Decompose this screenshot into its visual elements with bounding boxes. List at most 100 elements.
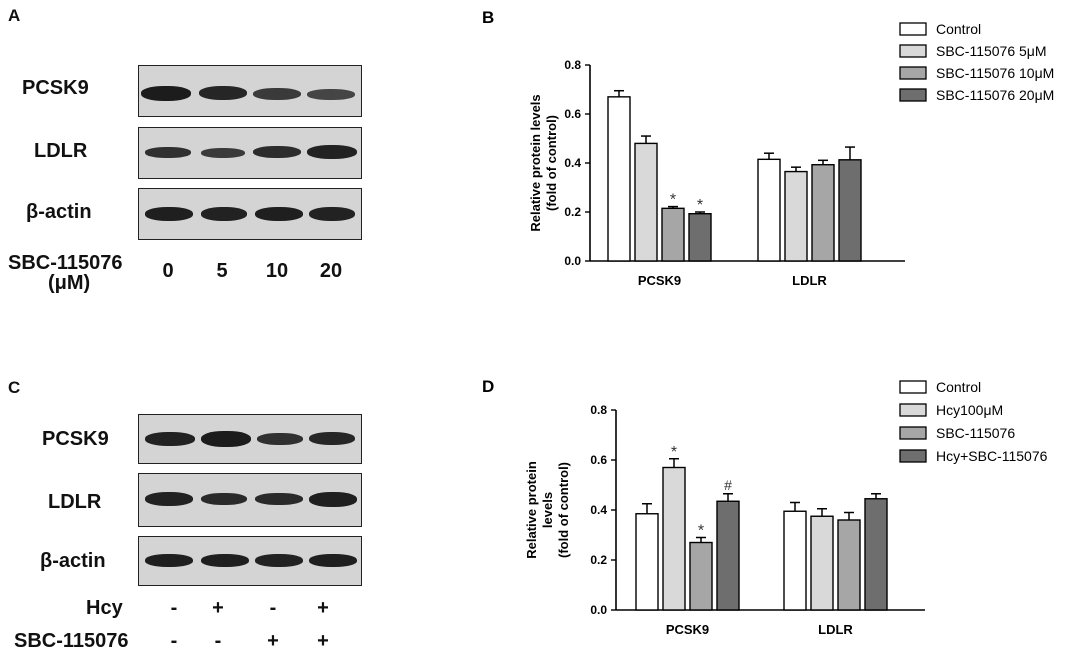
bar-chart-b: B 0.0 0.2 0.4 0.6 0.8 Relative protein levels(… [482, 8, 1054, 288]
y-axis-label: Relative protein levels [528, 94, 543, 231]
bar [634, 142, 658, 262]
dose-label: 10 [265, 260, 289, 282]
legend-swatch [899, 403, 927, 417]
blot-c-ldlr-strip [138, 473, 362, 527]
blot-c-actin-strip [138, 536, 362, 586]
bar [784, 170, 808, 262]
blot-band [145, 432, 195, 446]
blot-band [201, 148, 245, 158]
blot-band [255, 493, 303, 505]
legend-swatch [899, 22, 927, 36]
bar [661, 207, 685, 262]
legend-swatch [899, 380, 927, 394]
legend-label: Hcy100μM [936, 402, 1003, 418]
legend-swatch [899, 66, 927, 80]
y-tick-label: 0.2 [564, 205, 581, 219]
blot-band [309, 554, 357, 567]
treatment-value: + [212, 597, 224, 619]
treatment-value: + [267, 630, 279, 652]
y-tick-label: 0.6 [564, 107, 581, 121]
legend-swatch [899, 426, 927, 440]
legend-label: SBC-115076 20μM [936, 87, 1054, 103]
blot-a-pcsk9-strip [138, 65, 362, 117]
blot-band [307, 145, 357, 159]
blot-a-actin-strip [138, 188, 362, 240]
legend-swatch [899, 449, 927, 463]
blot-c-label-ldlr: LDLR [48, 491, 102, 513]
bar [635, 513, 659, 611]
blot-c-label-pcsk9: PCSK9 [42, 428, 109, 450]
blot-band [201, 554, 249, 567]
panel-a-treatment-unit: (μM) [48, 272, 91, 294]
treatment-value: - [170, 630, 178, 652]
legend-label: SBC-115076 10μM [936, 65, 1054, 81]
y-tick-label: 0.0 [590, 603, 607, 617]
panel-c-treatment-2-label: SBC-115076 [14, 630, 129, 652]
treatment-value: - [269, 597, 277, 619]
legend-swatch [899, 44, 927, 58]
bar [607, 96, 631, 262]
blot-c-label-actin: β-actin [40, 550, 106, 572]
treatment-value: - [214, 630, 222, 652]
blot-band [309, 492, 357, 507]
blot-a-label-ldlr: LDLR [34, 140, 88, 162]
dose-label: 0 [162, 260, 174, 282]
bar [837, 519, 861, 611]
panel-letter: B [482, 8, 494, 27]
blot-a-ldlr-strip [138, 127, 362, 179]
panel-letter: D [482, 377, 494, 396]
y-tick-label: 0.2 [590, 553, 607, 567]
blot-band [145, 147, 191, 158]
blot-band [201, 493, 247, 505]
significance-marker: * [697, 197, 703, 214]
significance-marker: * [671, 444, 677, 461]
significance-marker: # [724, 477, 732, 493]
dose-label: 5 [216, 260, 228, 282]
panel-c-treatment-1-label: Hcy [86, 597, 123, 619]
blot-c-pcsk9-strip [138, 414, 362, 464]
blot-band [199, 86, 247, 100]
x-tick-label: LDLR [792, 273, 827, 288]
blot-band [145, 207, 193, 221]
blot-band [145, 492, 193, 506]
blot-a-label-actin: β-actin [26, 201, 92, 223]
bar [864, 498, 888, 611]
y-tick-label: 0.0 [564, 254, 581, 268]
bar [810, 515, 834, 611]
blot-band [253, 88, 301, 100]
bar [662, 466, 686, 611]
blot-band [255, 207, 303, 221]
blot-band [309, 432, 355, 445]
treatment-value: + [317, 630, 329, 652]
bar [783, 510, 807, 611]
x-tick-label: LDLR [818, 622, 853, 637]
blot-band [309, 207, 355, 221]
bar [838, 159, 862, 262]
bar-chart-d: D 0.0 0.2 0.4 0.6 0.8 Relative protein levels (f… [482, 377, 1048, 637]
panel-c-letter: C [8, 378, 21, 397]
blot-band [307, 89, 355, 100]
legend-swatch [899, 88, 927, 102]
bar [716, 500, 740, 611]
blot-band [255, 554, 303, 567]
legend-label: Control [936, 21, 981, 37]
panel-a-treatment-label: SBC-115076 [8, 252, 123, 274]
bar [811, 164, 835, 262]
bar [757, 158, 781, 262]
legend-label: Control [936, 379, 981, 395]
y-axis-label: (fold of control) [556, 462, 571, 558]
dose-label: 20 [319, 260, 343, 282]
legend-label: Hcy+SBC-115076 [936, 448, 1048, 464]
y-tick-label: 0.4 [590, 503, 607, 517]
blot-band [201, 431, 251, 447]
y-tick-label: 0.6 [590, 453, 607, 467]
y-tick-label: 0.8 [564, 58, 581, 72]
treatment-value: - [170, 597, 178, 619]
bar [689, 541, 713, 611]
y-tick-label: 0.8 [590, 403, 607, 417]
legend-label: SBC-115076 [936, 425, 1015, 441]
blot-band [145, 554, 193, 567]
x-tick-label: PCSK9 [638, 273, 681, 288]
blot-band [141, 86, 191, 101]
y-axis-label: levels [540, 492, 555, 528]
